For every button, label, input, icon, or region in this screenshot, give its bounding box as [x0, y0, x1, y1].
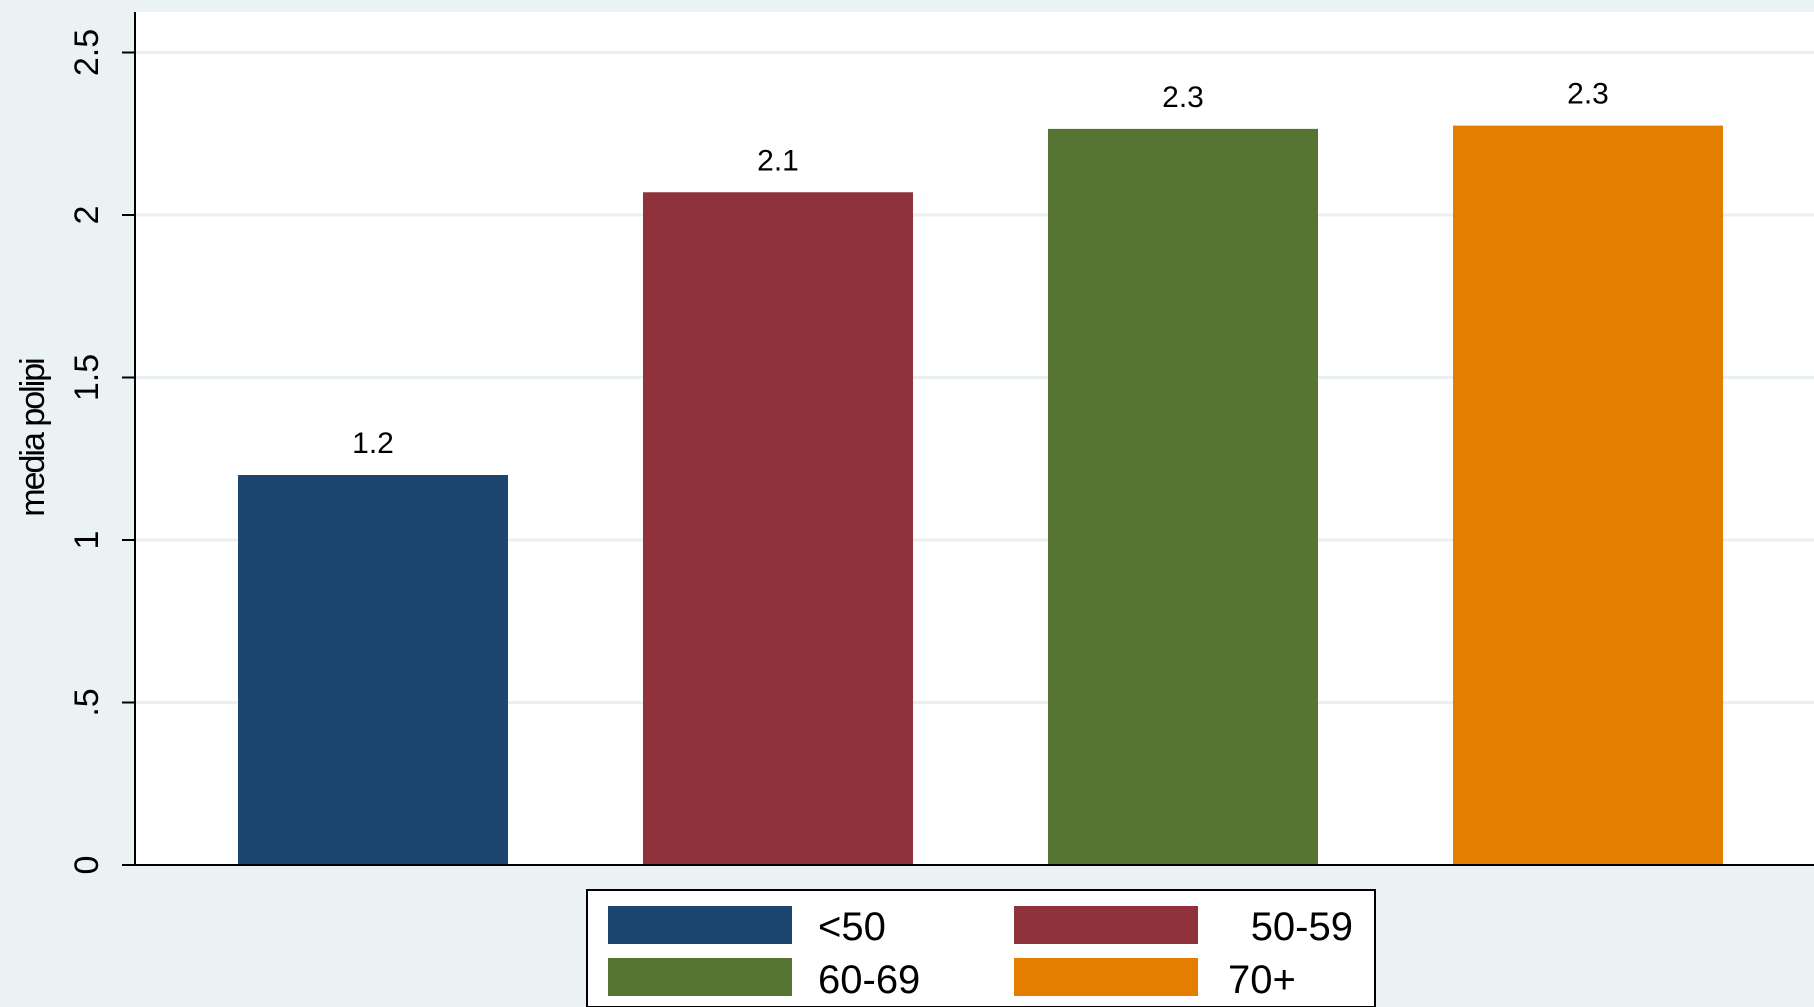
y-tick-label: 0 [68, 856, 106, 875]
bars [238, 125, 1723, 865]
bar-value-label: 2.3 [1162, 81, 1204, 114]
legend: <50 50-59 60-69 70+ [586, 889, 1376, 1007]
legend-swatch [1014, 958, 1198, 996]
legend-swatch [1014, 906, 1198, 944]
y-tick-label: 2.5 [68, 29, 106, 76]
y-ticks: 0 .5 1 1.5 2 2.5 [68, 29, 135, 875]
y-tick-label: 1.5 [68, 354, 106, 401]
bar-value-label: 2.3 [1567, 78, 1609, 111]
legend-label: <50 [818, 905, 886, 949]
bar [238, 475, 508, 865]
bar-value-label: 1.2 [352, 427, 394, 460]
value-labels: 1.2 2.1 2.3 2.3 [352, 78, 1609, 460]
bar-value-label: 2.1 [757, 144, 799, 177]
legend-swatch [608, 906, 792, 944]
bar [643, 192, 913, 865]
axes [134, 12, 1814, 866]
y-axis-label: media polipi [14, 359, 52, 517]
y-tick-label: .5 [68, 688, 106, 716]
y-tick-label: 2 [68, 206, 106, 225]
legend-label: 70+ [1228, 958, 1296, 1002]
legend-label: 50-59 [1251, 905, 1353, 949]
bar [1453, 125, 1723, 865]
bar [1048, 128, 1318, 865]
legend-swatch [608, 958, 792, 996]
y-tick-label: 1 [68, 531, 106, 550]
legend-label: 60-69 [818, 958, 920, 1002]
